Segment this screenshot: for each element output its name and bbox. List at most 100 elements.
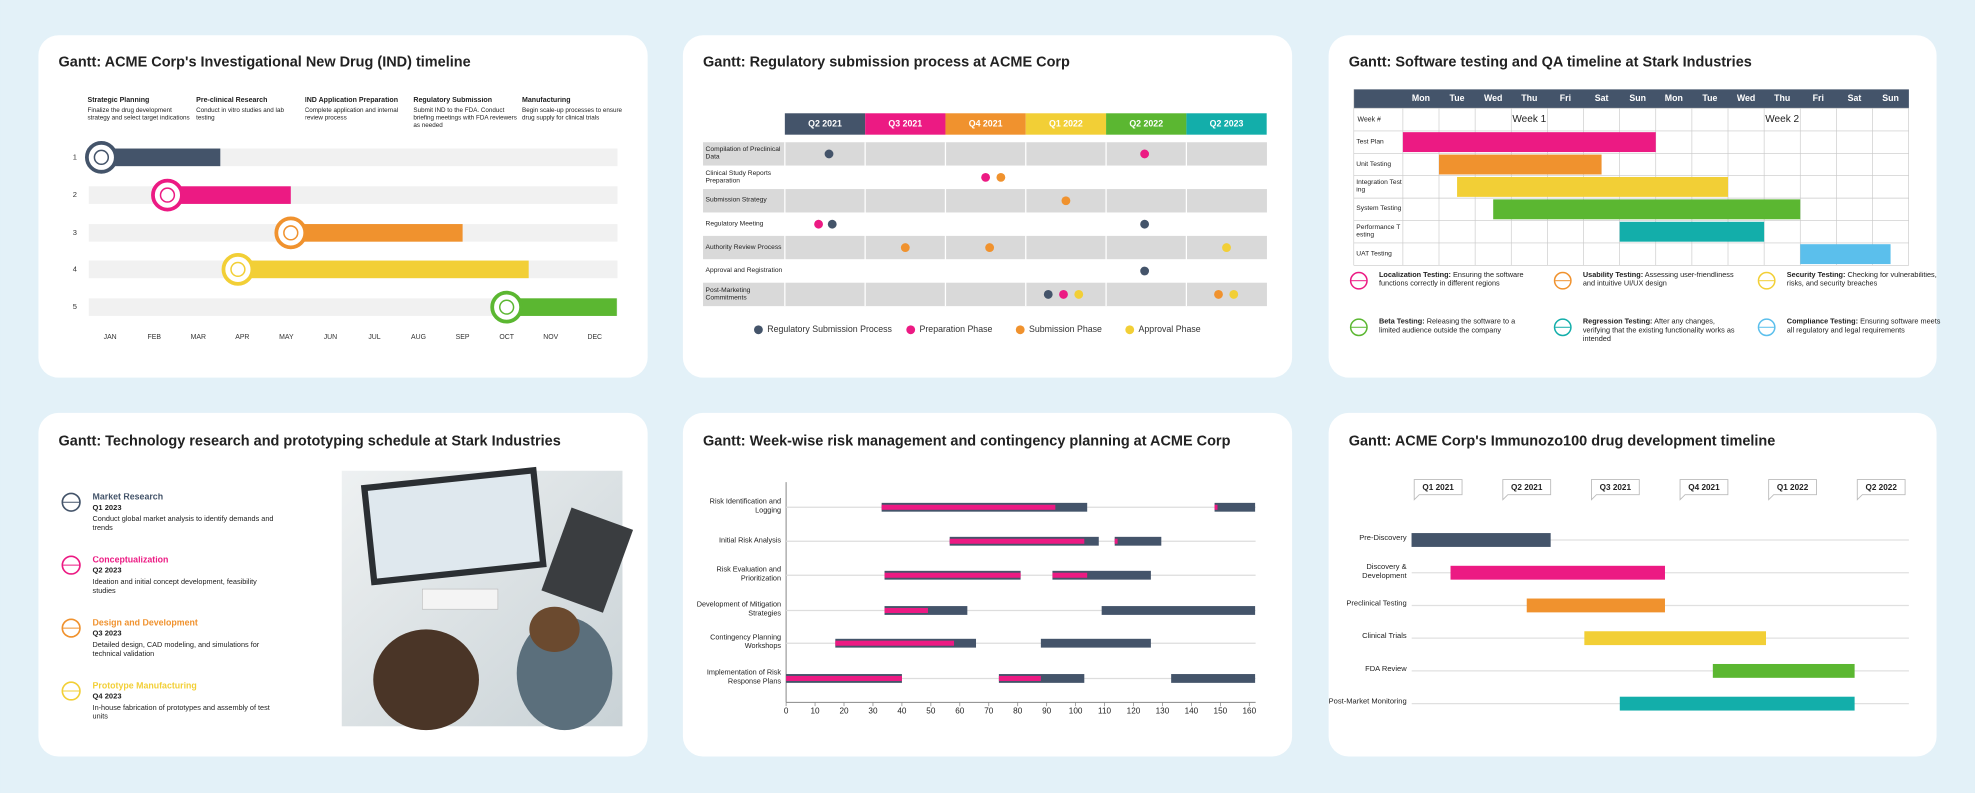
task-label: Development of Mitigation Strategies (696, 601, 782, 619)
legend-icon (1349, 318, 1368, 337)
x-tick-label: 130 (1156, 706, 1170, 715)
row-number: 4 (73, 264, 77, 273)
day-label: Tue (1450, 93, 1465, 103)
quarter-tag (1856, 479, 1906, 501)
phase-title: IND Application Preparation (304, 96, 399, 105)
x-tick-label: SEP (456, 334, 470, 341)
item-title: Prototype Manufacturing (92, 682, 197, 692)
card (38, 35, 648, 378)
quarter-label: Q4 2021 (969, 118, 1003, 128)
legend-desc: Assessing user-friendliness and intuitiv… (1582, 271, 1734, 289)
x-tick-label: MAY (279, 334, 294, 341)
x-tick-label: JUN (324, 334, 337, 341)
event-dot (1140, 219, 1150, 229)
x-tick-label: AUG (411, 334, 426, 341)
x-tick-label: 90 (1042, 706, 1052, 715)
x-tick-label: DEC (587, 334, 602, 341)
day-label: Thu (1774, 93, 1790, 103)
quarter-tag (1590, 479, 1640, 501)
task-label: Unit Testing (1356, 160, 1392, 169)
task-cell: Performance Testing (1356, 224, 1400, 240)
research-item: Design and Development Q3 2023 Detailed de… (92, 619, 260, 657)
legend-swatch (1125, 325, 1135, 335)
x-tick-label: 10 (811, 706, 821, 715)
x-tick-label: 40 (897, 706, 907, 715)
x-tick-label: 50 (926, 706, 936, 715)
x-tick-label: 140 (1185, 706, 1199, 715)
row-band (703, 282, 1267, 307)
gantt-bar (1584, 631, 1766, 646)
legend-item: Compliance Testing: Ensuring software me… (1787, 318, 1944, 336)
event-dot (1059, 290, 1068, 299)
x-tick-label: 60 (955, 706, 965, 715)
phase-title: Regulatory Submission (413, 96, 493, 105)
gantt-bar (1101, 606, 1256, 615)
task-cell: Compilation of Preclinical Data (706, 146, 781, 162)
x-tick-label: APR (235, 334, 249, 341)
gantt-bar (1402, 132, 1656, 153)
legend-item: Localization Testing: Ensuring the softw… (1379, 272, 1524, 288)
row-band (703, 235, 1267, 260)
x-tick-label: 110 (1098, 706, 1111, 715)
x-tick-label: 100 (1069, 706, 1083, 715)
track (88, 148, 618, 167)
legend-swatch (1015, 325, 1025, 335)
quarter-header (1106, 113, 1187, 135)
task-cell: Post-Marketing Commitments (706, 286, 751, 302)
day-label: Sun (1629, 93, 1646, 103)
photo-screen (367, 473, 540, 579)
event-dot (985, 243, 995, 252)
event-dot (900, 243, 910, 252)
task-label: System Testing (1356, 205, 1402, 213)
legend-item: Regression Testing: After any changes, v… (1583, 318, 1735, 343)
header-row (1353, 89, 1909, 109)
gantt-bar (1712, 663, 1855, 678)
item-title: Market Research (92, 493, 164, 503)
week-name: Week 2 (1765, 114, 1799, 125)
progress-bar (1214, 504, 1218, 510)
icon-glyph (230, 261, 246, 278)
legend-text: Beta Testing: Releasing the software to … (1379, 318, 1536, 336)
task-cell: Risk Identification and Logging (710, 499, 781, 515)
event-dot (1214, 290, 1223, 299)
quarter-label: Q1 2021 (1422, 483, 1454, 492)
task-cell: FDA Review (1365, 666, 1407, 674)
event-dot (1043, 290, 1053, 299)
legend-text: Compliance Testing: Ensuring software me… (1787, 318, 1944, 336)
day-label: Thu (1521, 93, 1537, 103)
gantt-bar (1114, 536, 1162, 546)
milestone-icon (490, 290, 524, 324)
quarter-tag (1679, 479, 1729, 501)
x-tick-label: 30 (868, 706, 878, 715)
task-label: Test Plan (1356, 138, 1384, 146)
legend-text: Security Testing: Checking for vulnerabi… (1787, 272, 1944, 290)
phase-desc: Submit IND to the FDA. Conduct briefing … (413, 106, 517, 130)
milestone-icon (84, 140, 118, 174)
x-tick-label: NOV (543, 334, 558, 341)
item-quarter: Q1 2023 (92, 505, 122, 513)
task-cell: System Testing (1356, 205, 1402, 213)
x-tick-label: 70 (984, 706, 994, 715)
item-quarter: Q3 2023 (92, 631, 122, 639)
task-cell: Regulatory Meeting (706, 220, 764, 228)
icon-glyph (93, 149, 110, 166)
progress-bar (884, 607, 928, 614)
quarter-label: Q2 2022 (1129, 118, 1163, 128)
x-tick-label: 20 (839, 706, 849, 715)
progress-bar (1114, 538, 1118, 544)
phase-desc: Finalize the drug development strategy a… (87, 106, 190, 122)
gantt-bar (1040, 638, 1151, 648)
day-label: Fri (1813, 93, 1824, 103)
phase-title: Manufacturing (522, 96, 571, 105)
card-title: Gantt: Regulatory submission process at … (703, 55, 1070, 71)
event-dot (827, 219, 837, 229)
gantt-bar (1171, 674, 1256, 683)
card-title: Gantt: ACME Corp's Investigational New D… (59, 55, 471, 71)
task-cell: Unit Testing (1356, 160, 1392, 169)
